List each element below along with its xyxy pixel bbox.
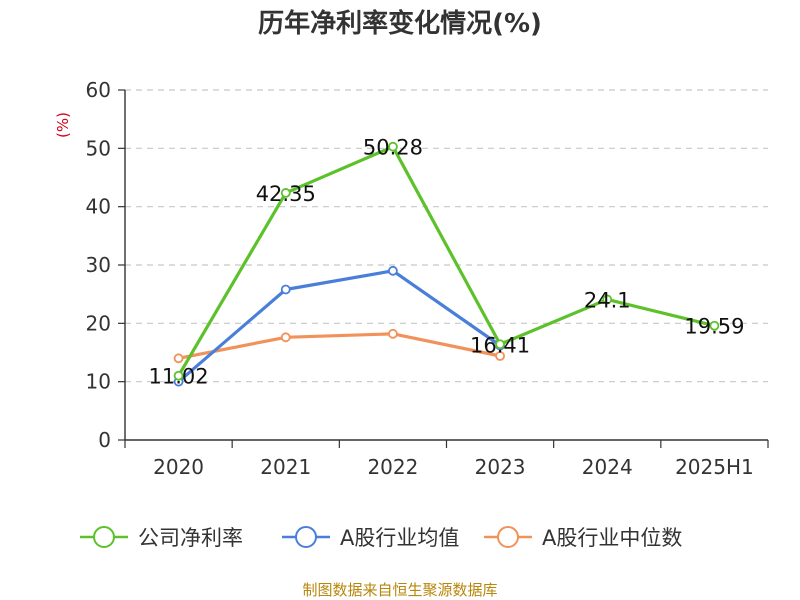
data-labels: 11.02 42.35 50.28 16.41 24.1 19.59 [149,136,745,389]
series-line-2 [178,332,501,360]
data-label: 16.41 [470,333,530,357]
x-tick-label: 2024 [582,455,633,479]
axes [118,89,769,448]
data-label: 42.35 [256,182,316,206]
series-line-0 [177,145,715,377]
y-tick-label: 0 [98,428,111,452]
data-label: 11.02 [149,365,209,389]
data-point [388,141,398,152]
x-tick-label: 2025H1 [675,455,754,479]
data-label: 19.59 [684,315,744,339]
legend-label: A股行业均值 [340,526,459,550]
x-tick-label: 2022 [367,455,418,479]
legend-marker-icon [295,526,317,548]
data-point [495,339,505,350]
legend-item-1[interactable]: A股行业均值 [282,526,459,550]
x-tick-label: 2021 [260,455,311,479]
source-note: 制图数据来自恒生聚源数据库 [302,581,497,599]
data-point [173,353,184,364]
y-axis-unit-label: (%) [54,112,72,138]
legend[interactable]: 公司净利率 A股行业均值 A股行业中位数 [80,526,682,550]
y-tick-label: 40 [86,195,111,219]
y-tick-label: 20 [86,311,111,335]
series-line-1 [177,269,501,383]
data-point [388,265,398,276]
data-point [388,328,398,339]
data-point [709,320,720,331]
data-point [495,351,505,361]
y-tick-label: 10 [86,370,111,394]
y-tick-label: 50 [86,136,111,160]
legend-marker-icon [93,526,115,548]
legend-item-2[interactable]: A股行业中位数 [484,526,682,550]
data-point [280,188,291,198]
data-point [173,370,184,381]
gridlines [125,89,768,383]
y-tick-label: 30 [86,253,111,277]
x-tick-label: 2023 [475,455,526,479]
x-tick-label: 2020 [153,455,204,479]
data-point [280,284,291,295]
data-label: 50.28 [363,136,423,160]
data-point [280,332,291,343]
chart-title: 历年净利率变化情况(%) [258,8,542,39]
data-label: 24.1 [584,288,631,312]
series-layer [173,141,720,387]
legend-marker-icon [497,526,519,548]
y-tick-label: 60 [86,78,111,102]
legend-label: 公司净利率 [138,526,243,550]
y-tick-labels: 0 10 20 30 40 50 60 [86,78,111,452]
x-tick-labels: 2020 2021 2022 2023 2024 2025H1 [153,455,754,479]
data-point [602,294,613,305]
legend-label: A股行业中位数 [542,526,682,550]
legend-item-0[interactable]: 公司净利率 [80,526,243,550]
